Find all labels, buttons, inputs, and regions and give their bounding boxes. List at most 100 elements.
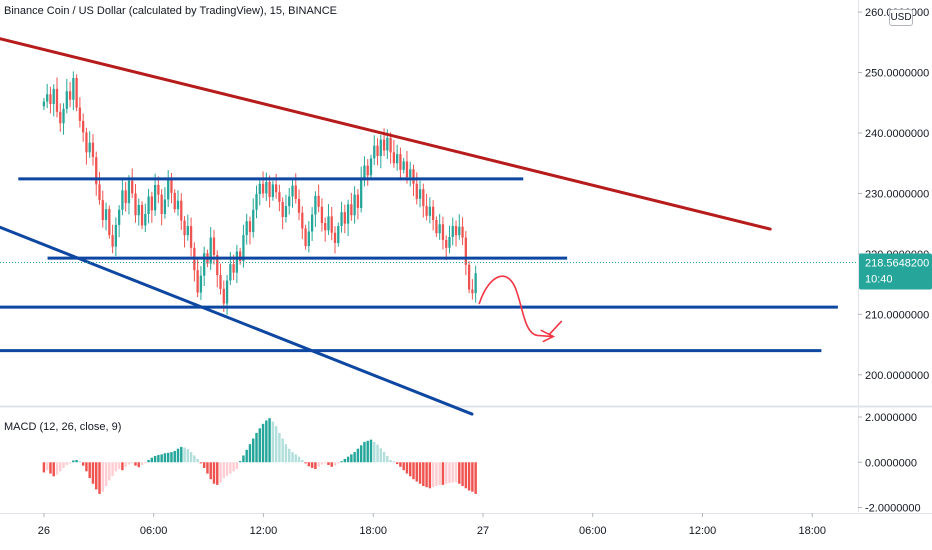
candle-body [458,226,461,236]
macd-bar [72,460,75,463]
macd-bar [130,462,134,464]
currency-badge[interactable]: USD [889,9,913,26]
candle-body [350,204,353,216]
candle-body [252,209,255,233]
macd-bar [379,448,383,463]
candle-body [42,101,46,107]
time-tick-label: 12:00 [689,525,717,537]
macd-bar [114,462,118,472]
candle-body [294,185,297,199]
candle-body [98,184,101,201]
price-tick-label: 200.0000000 [865,370,929,382]
macd-bar [173,450,176,463]
candle-body [278,192,281,202]
macd-bar [340,461,343,463]
macd-bar [412,462,415,480]
macd-bar [268,418,271,463]
candle-body [324,223,327,231]
macd-bar [134,462,137,466]
candle-body [121,190,124,210]
candle-body [52,88,55,104]
macd-bar [62,462,65,468]
candle-body [140,204,144,226]
macd-bar [458,462,461,484]
macd-bar [127,462,131,465]
macd-bar [186,449,190,463]
macd-bar [232,462,235,472]
forecast-annotation [478,275,553,338]
macd-bar [317,462,320,467]
candle-body [222,288,225,304]
candle-body [409,169,412,178]
macd-bar [49,462,52,474]
candle-body [373,145,376,159]
macd-bar [471,462,474,492]
macd-bar [291,452,294,463]
macd-bar [261,423,265,463]
macd-bar [301,460,304,463]
candle-body [281,201,284,218]
candle-body [396,154,399,164]
candle-body [333,232,337,243]
candle-body [422,189,425,207]
candle-body [340,212,343,227]
macd-bar [337,462,340,464]
candle-body [399,154,402,170]
macd-bar [166,452,170,463]
last-price-tag: 218.5648200 10:40 [859,253,932,290]
time-tick-label: 18:00 [798,525,826,537]
macd-bar [124,462,127,467]
candle-body [327,216,330,231]
candle-body [317,195,320,207]
macd-bar [104,462,108,486]
macd-bar [350,454,353,463]
candle-body [386,137,389,151]
forecast-arrow [540,320,563,343]
macd-bar [212,462,216,484]
macd-bar [451,462,454,483]
macd-bar [444,462,448,484]
candle-body [284,206,288,218]
candle-body [392,152,396,164]
macd-bar [314,462,317,470]
macd-bar [274,426,278,463]
candle-body [441,224,445,240]
macd-bar [386,455,389,463]
candle-body [157,184,160,195]
macd-bar [101,462,105,492]
price-tag-countdown: 10:40 [865,274,893,286]
candle-body [229,264,232,281]
candle-body [363,165,366,179]
macd-bar [189,452,193,463]
macd-bar [467,462,471,491]
candle-body [88,142,91,153]
candle-body [173,192,176,210]
macd-bar [140,462,144,465]
candle-body [196,270,199,293]
candle-body [75,77,78,108]
candle-body [461,226,464,238]
candle-body [134,193,137,216]
macd-bar [98,462,101,494]
candle-body [431,206,435,221]
macd-bar [108,462,111,481]
candle-body [153,184,157,211]
candle-body [297,198,301,213]
macd-bar [438,462,441,485]
macd-bar [95,462,98,490]
macd-bar [117,462,121,470]
macd-bar [461,462,464,486]
macd-bar [59,462,62,472]
macd-bar [382,452,386,463]
macd-bar [435,462,438,486]
candle-body [307,231,310,247]
macd-bar [278,432,281,463]
macd-bar [389,460,392,463]
macd-bar [235,462,239,470]
macd-bar [111,462,114,476]
candle-body [346,204,350,224]
macd-bar [422,462,425,486]
candle-body [216,255,219,276]
time-tick-label: 12:00 [250,525,278,537]
